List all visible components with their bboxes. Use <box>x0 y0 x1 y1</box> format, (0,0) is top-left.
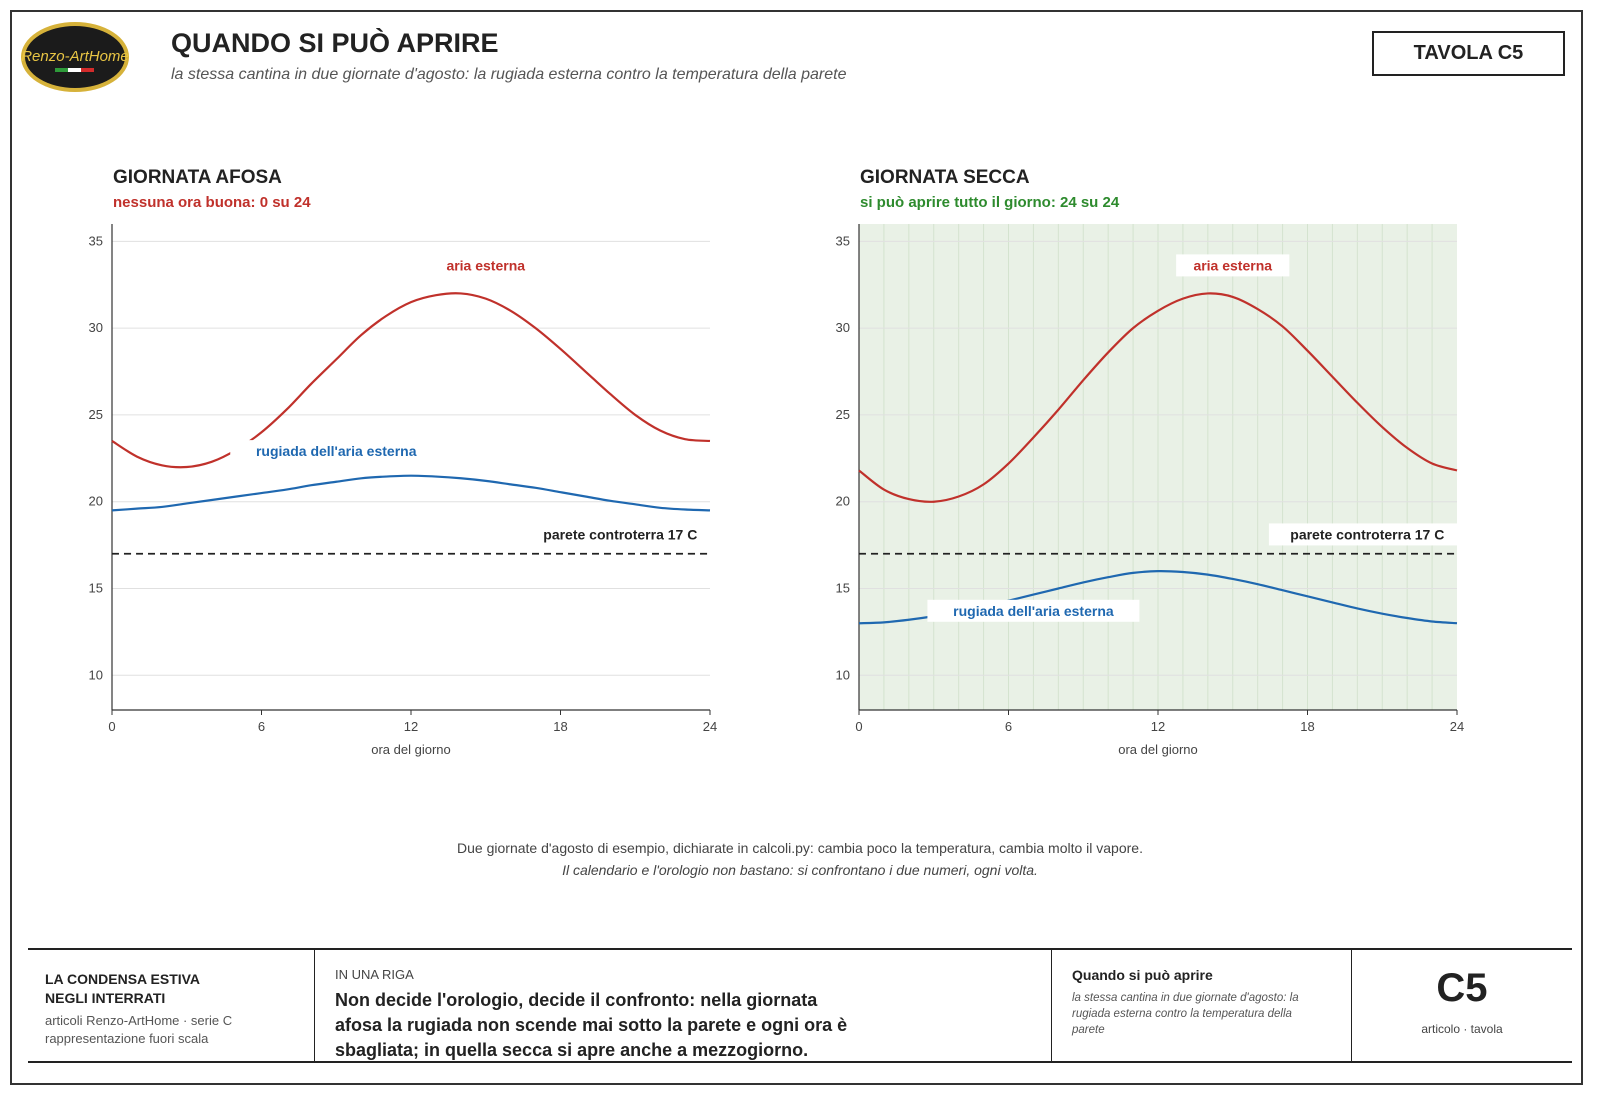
title-block-divider <box>314 950 315 1061</box>
panel-title-afosa: GIORNATA AFOSA <box>113 167 282 188</box>
title-block-code: C5 articolo · tavola <box>1352 950 1572 1061</box>
panel-verdict-secca: si può aprire tutto il giorno: 24 su 24 <box>860 194 1120 211</box>
x-tick-label: 6 <box>258 719 265 734</box>
y-tick-label: 10 <box>89 667 103 682</box>
sheet-title: Quando si può aprire <box>1072 967 1213 983</box>
title-block-sheet: Quando si può aprire la stessa cantina i… <box>1052 950 1351 1061</box>
x-tick-label: 6 <box>1005 719 1012 734</box>
title-block-divider <box>1051 950 1052 1061</box>
x-tick-label: 12 <box>1151 719 1165 734</box>
note-line-2: Il calendario e l'orologio non bastano: … <box>562 862 1038 878</box>
x-axis-label: ora del giorno <box>1118 742 1198 757</box>
series-line-dew <box>111 474 711 512</box>
page-frame <box>10 10 1583 1085</box>
title-block-series: LA CONDENSA ESTIVA NEGLI INTERRATI artic… <box>28 950 314 1061</box>
y-tick-label: 20 <box>836 494 850 509</box>
x-tick-label: 0 <box>855 719 862 734</box>
series-label-wall: parete controterra 17 C <box>1290 526 1444 542</box>
series-line-air <box>858 292 1458 503</box>
series-label-bg <box>1268 523 1466 546</box>
series-label-air: aria esterna <box>446 257 525 273</box>
note-line-1: Due giornate d'agosto di esempio, dichia… <box>457 840 1143 856</box>
y-tick-label: 35 <box>89 233 103 248</box>
series-line-air <box>111 292 711 469</box>
chart-secca: 10 15 20 25 30 35 0 6 12 18 24 ora del giorno aria e… <box>836 224 1466 757</box>
chart-afosa: 10 15 20 25 30 35 0 6 12 18 24 ora del giorno aria e… <box>89 224 719 757</box>
y-tick-label: 20 <box>89 494 103 509</box>
x-tick-label: 18 <box>553 719 567 734</box>
oneliner-label: IN UNA RIGA <box>335 967 414 982</box>
series-label-bg <box>230 440 443 463</box>
page-subtitle: la stessa cantina in due giornate d'agos… <box>171 66 847 83</box>
sheet-code: C5 <box>1436 966 1488 1010</box>
series-label-dew: rugiada dell'aria esterna <box>256 443 417 459</box>
y-tick-label: 15 <box>836 581 850 596</box>
series-label-bg <box>1176 254 1290 277</box>
tavola-badge: TAVOLA C5 <box>1372 31 1565 76</box>
series-title: LA CONDENSA ESTIVA NEGLI INTERRATI <box>45 971 201 1006</box>
sheet-code-label: articolo · tavola <box>1421 1022 1503 1036</box>
y-tick-label: 30 <box>836 320 850 335</box>
series-label-bg <box>521 523 719 546</box>
title-block: LA CONDENSA ESTIVA NEGLI INTERRATI artic… <box>28 948 1572 1063</box>
y-tick-label: 10 <box>836 667 850 682</box>
series-label-wall: parete controterra 17 C <box>543 526 697 542</box>
x-axis-label: ora del giorno <box>371 742 451 757</box>
logo-text: Renzo-ArtHome <box>21 48 129 65</box>
series-label-bg <box>429 254 543 277</box>
x-tick-label: 24 <box>703 719 717 734</box>
series-subtitle: articoli Renzo-ArtHome · serie C rappres… <box>45 1013 233 1046</box>
y-tick-label: 25 <box>89 407 103 422</box>
y-tick-label: 35 <box>836 233 850 248</box>
y-tick-label: 30 <box>89 320 103 335</box>
series-label-air: aria esterna <box>1193 257 1272 273</box>
logo-badge: Renzo-ArtHome <box>21 22 129 92</box>
panel-verdict-afosa: nessuna ora buona: 0 su 24 <box>113 194 311 211</box>
series-label-dew: rugiada dell'aria esterna <box>953 603 1114 619</box>
panel-title-secca: GIORNATA SECCA <box>860 167 1030 188</box>
y-tick-label: 15 <box>89 581 103 596</box>
y-tick-label: 25 <box>836 407 850 422</box>
x-tick-label: 18 <box>1300 719 1314 734</box>
oneliner-text: Non decide l'orologio, decide il confron… <box>335 990 848 1060</box>
series-label-bg <box>927 599 1140 622</box>
title-block-oneliner: IN UNA RIGA Non decide l'orologio, decid… <box>315 950 1051 1061</box>
title-block-divider <box>1351 950 1352 1061</box>
page-title: QUANDO SI PUÒ APRIRE <box>171 28 499 58</box>
x-tick-label: 0 <box>108 719 115 734</box>
x-tick-label: 24 <box>1450 719 1464 734</box>
sheet-subtitle: la stessa cantina in due giornate d'agos… <box>1072 992 1299 1036</box>
x-tick-label: 12 <box>404 719 418 734</box>
